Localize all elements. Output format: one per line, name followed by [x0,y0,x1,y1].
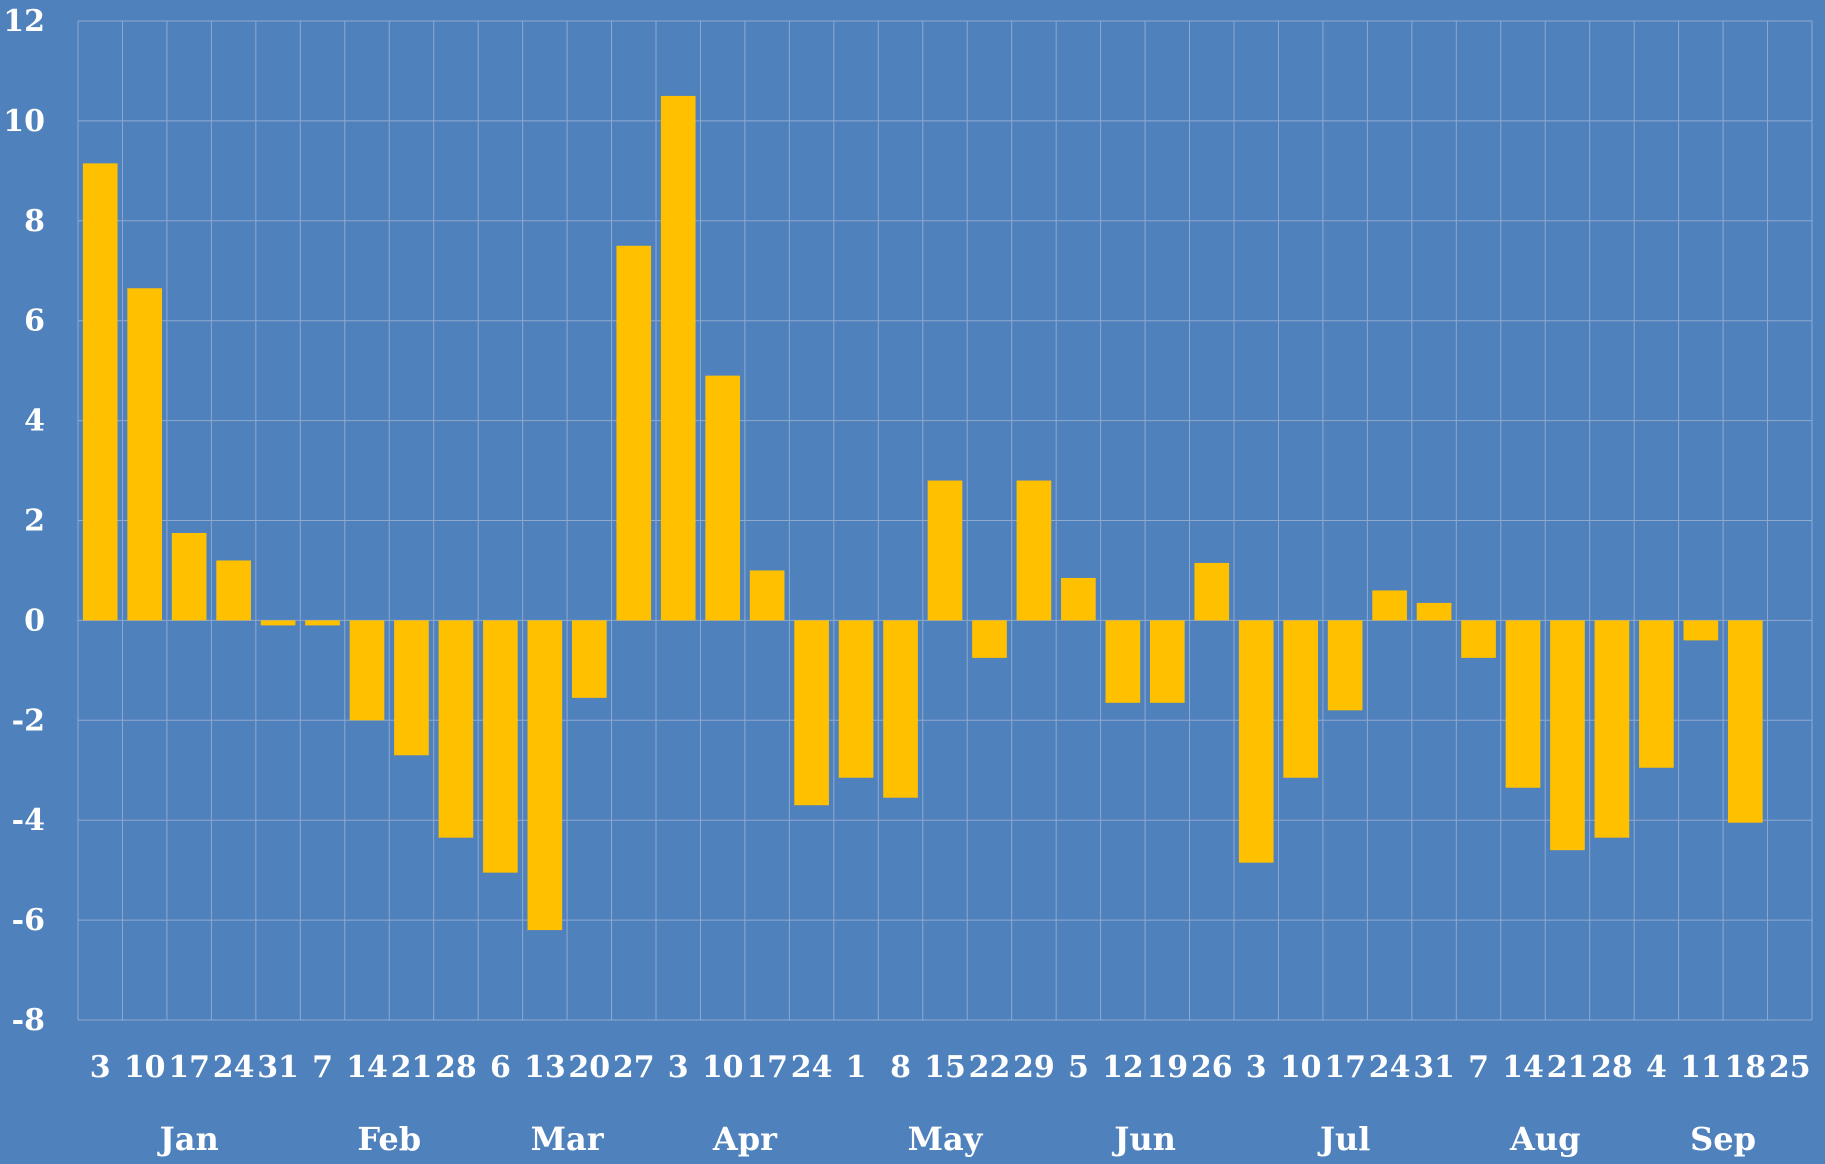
bar [216,560,251,621]
x-tick-label: 27 [613,1050,655,1085]
bar [1372,590,1407,621]
x-tick-label: 17 [1324,1050,1366,1085]
bar [1505,620,1541,788]
x-tick-label: 18 [1724,1050,1766,1085]
y-tick-label: 0 [24,603,45,638]
x-tick-label: 31 [257,1050,299,1085]
x-tick-label: 14 [1502,1050,1544,1085]
bar [883,620,918,798]
bar [794,620,829,806]
bar [438,620,474,838]
y-tick-label: -6 [12,903,45,938]
bar [1461,620,1496,658]
bar [1016,480,1052,621]
x-tick-label: 28 [1591,1050,1633,1085]
bar [127,288,163,621]
bar [1238,620,1274,863]
x-tick-label: 21 [391,1050,433,1085]
x-tick-label: 11 [1680,1050,1722,1085]
x-tick-label: 10 [702,1050,744,1085]
bar [705,375,741,621]
month-label: Aug [1509,1120,1580,1158]
x-tick-label: 3 [668,1050,689,1085]
x-tick-label: 7 [312,1050,333,1085]
x-tick-label: 12 [1102,1050,1144,1085]
x-tick-label: 6 [490,1050,511,1085]
bar [1149,620,1185,703]
x-tick-label: 25 [1769,1050,1811,1085]
x-tick-label: 21 [1547,1050,1589,1085]
month-label: Sep [1690,1120,1756,1158]
month-label: May [908,1120,984,1158]
x-tick-label: 28 [435,1050,477,1085]
bar [927,480,963,621]
x-tick-label: 17 [168,1050,210,1085]
x-tick-label: 14 [346,1050,388,1085]
bar [1683,620,1719,641]
bar [972,620,1007,658]
x-tick-label: 26 [1191,1050,1233,1085]
x-tick-label: 22 [969,1050,1011,1085]
y-tick-label: 12 [3,4,45,39]
y-tick-label: -8 [12,1003,45,1038]
y-tick-label: 2 [24,504,45,539]
x-tick-label: 24 [1369,1050,1411,1085]
x-tick-label: 5 [1068,1050,1089,1085]
x-tick-label: 24 [213,1050,255,1085]
month-label: Jan [157,1120,219,1158]
x-tick-label: 3 [1246,1050,1267,1085]
x-tick-label: 31 [1413,1050,1455,1085]
y-tick-label: 4 [24,404,45,439]
bar [171,532,207,621]
bar [527,620,563,931]
bar [1550,620,1585,851]
x-tick-label: 10 [124,1050,166,1085]
bar [571,620,607,698]
y-tick-label: -4 [12,803,45,838]
bar [1727,620,1763,823]
bar [1105,620,1141,703]
x-tick-label: 3 [90,1050,111,1085]
bar [349,620,385,721]
month-label: Mar [531,1120,605,1158]
x-tick-label: 20 [568,1050,610,1085]
x-tick-label: 10 [1280,1050,1322,1085]
month-label: Apr [712,1120,778,1158]
x-tick-label: 7 [1468,1050,1489,1085]
month-label: Jun [1111,1120,1176,1158]
bar [1061,577,1096,621]
x-tick-label: 17 [746,1050,788,1085]
bar [1416,602,1452,621]
x-tick-label: 4 [1646,1050,1667,1085]
bar [660,95,696,621]
bar [260,620,296,626]
x-tick-label: 29 [1013,1050,1055,1085]
month-label: Jul [1317,1120,1371,1158]
y-tick-label: 8 [24,204,45,239]
x-tick-label: 8 [890,1050,911,1085]
y-tick-label: 6 [24,304,45,339]
y-tick-label: -2 [12,703,45,738]
bar [1639,620,1674,768]
y-tick-label: 10 [3,104,45,139]
bar [1594,620,1630,838]
x-tick-label: 24 [791,1050,833,1085]
bar [305,620,340,626]
month-label: Feb [357,1120,421,1158]
x-tick-label: 15 [924,1050,966,1085]
bar [1327,620,1363,711]
bar [394,620,429,756]
bar [1194,562,1230,621]
x-tick-label: 13 [524,1050,566,1085]
bar [749,570,785,621]
bar [838,620,874,778]
bar [82,163,118,621]
bar [1283,620,1319,778]
bar [616,245,652,621]
x-tick-label: 1 [846,1050,867,1085]
bar [483,620,518,873]
x-tick-label: 19 [1146,1050,1188,1085]
